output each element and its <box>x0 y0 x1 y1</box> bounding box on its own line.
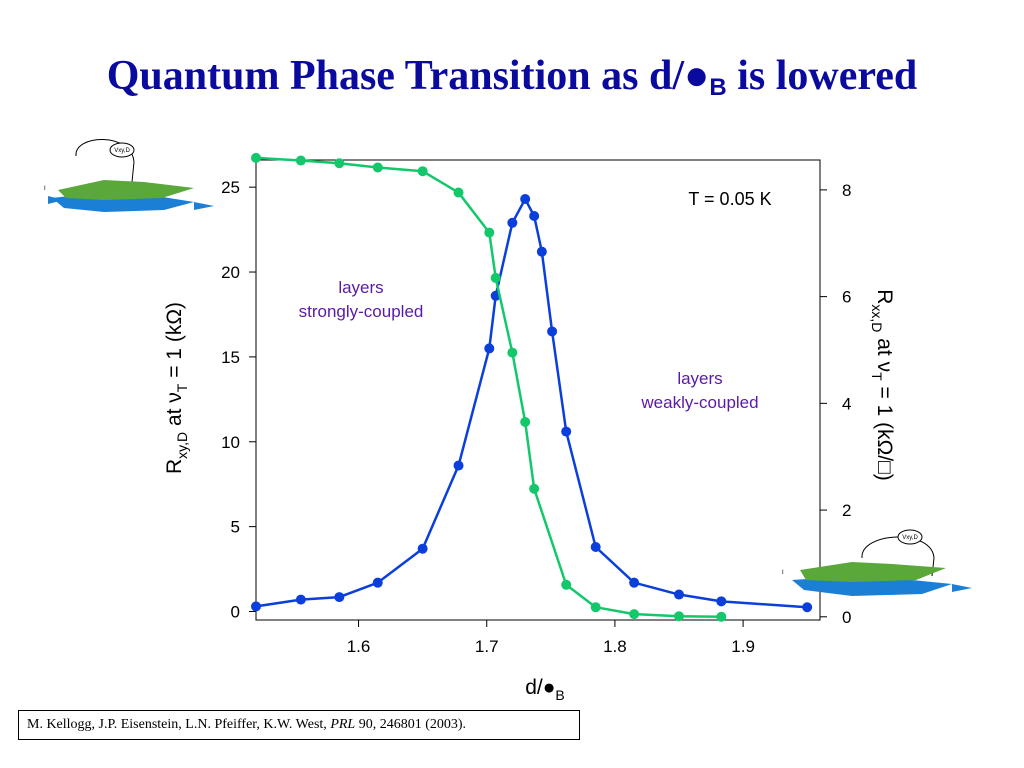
voltmeter-icon <box>109 142 135 158</box>
voltmeter-icon-2 <box>897 529 923 545</box>
y-right-label-r: R <box>873 289 896 304</box>
strong-coupled-line1: layers <box>338 278 383 297</box>
data-point-left <box>547 326 558 337</box>
citation-journal: PRL <box>330 717 356 732</box>
data-point-right <box>629 609 640 620</box>
axis-ticks: 1.6 1.7 1.8 1.9 0 5 10 15 20 25 0 2 4 6 8 <box>221 178 851 656</box>
temperature-label: T = 0.05 K <box>688 189 771 209</box>
plot-frame <box>255 159 821 621</box>
data-point-right <box>674 611 684 622</box>
y-left-label-sub1: xy,D <box>174 432 190 459</box>
y-left-label-r: R <box>163 459 186 474</box>
y-right-tick-label: 6 <box>842 288 851 307</box>
y-left-axis-label: Rxy,D at νT = 1 (kΩ) <box>163 302 190 474</box>
title-prefix: Quantum Phase Transition as d/ <box>106 53 684 99</box>
data-point-left <box>590 542 601 553</box>
data-point-left <box>507 217 518 228</box>
y-right-tick-label: 8 <box>842 181 851 200</box>
y-left-tick-label: 5 <box>231 518 240 537</box>
x-axis-label-main: d/● <box>525 676 555 699</box>
top-layer-icon-2 <box>800 562 946 582</box>
series-line-right <box>255 156 722 619</box>
current-arrow-in-icon <box>48 196 64 204</box>
x-tick-label: 1.6 <box>347 637 371 656</box>
title-symbol: ● <box>684 53 710 99</box>
data-point-left <box>372 577 383 588</box>
y-right-tick-label: 0 <box>842 608 851 627</box>
y-left-tick-label: 25 <box>221 178 240 197</box>
data-point-right <box>251 152 261 163</box>
weak-coupled-line1: layers <box>677 369 722 388</box>
x-tick-label: 1.9 <box>731 637 755 656</box>
voltmeter-label: Vxy,D <box>114 148 130 154</box>
data-point-left <box>484 343 495 354</box>
data-point-right <box>484 227 495 238</box>
y-right-label-rest: = 1 (kΩ/□) <box>873 381 896 481</box>
current-arrow-icon-2 <box>952 584 972 592</box>
data-point-left <box>453 460 464 471</box>
y-left-tick-label: 10 <box>221 433 240 452</box>
weak-coupled-line2: weakly-coupled <box>640 393 758 412</box>
data-point-left <box>529 211 540 222</box>
data-point-left <box>295 594 306 605</box>
x-tick-label: 1.8 <box>603 637 627 656</box>
y-right-label-at: at ν <box>873 332 896 372</box>
current-label: I <box>44 186 46 192</box>
citation: M. Kellogg, J.P. Eisenstein, L.N. Pfeiff… <box>18 710 580 740</box>
x-tick-label: 1.7 <box>475 637 499 656</box>
series-layer <box>251 152 813 622</box>
data-point-right <box>334 158 345 169</box>
y-right-label-sub2: T <box>869 372 885 381</box>
data-point-right <box>529 483 540 494</box>
y-right-label-sub1: xx,D <box>869 304 885 332</box>
data-point-right <box>716 611 727 622</box>
title-subscript: B <box>709 74 727 101</box>
current-label-2: I <box>782 570 784 576</box>
data-point-right <box>372 162 383 173</box>
y-left-label-sub2: T <box>174 383 190 392</box>
top-layer-icon <box>58 180 194 200</box>
data-point-right <box>453 187 464 198</box>
data-point-right <box>520 417 531 428</box>
schematic-wire-icon <box>75 139 135 183</box>
x-axis-label-sub: B <box>555 687 564 703</box>
data-point-right <box>417 166 428 177</box>
strong-coupled-line2: strongly-coupled <box>299 302 424 321</box>
data-point-right <box>590 602 601 613</box>
data-point-left <box>334 592 345 603</box>
y-left-tick-label: 15 <box>221 348 240 367</box>
data-point-right <box>490 272 501 283</box>
y-left-label-rest: = 1 (kΩ) <box>163 302 186 384</box>
bilayer-device-schematic-right: Vxy,D I <box>782 529 972 596</box>
data-point-left <box>417 543 428 554</box>
data-point-left <box>251 601 261 612</box>
data-point-left <box>561 426 572 437</box>
voltmeter-label-2: Vxy,D <box>902 535 918 541</box>
data-point-left <box>536 246 547 257</box>
citation-authors: M. Kellogg, J.P. Eisenstein, L.N. Pfeiff… <box>27 717 331 732</box>
data-point-left <box>629 577 640 588</box>
citation-rest: 90, 246801 (2003). <box>355 717 467 732</box>
data-point-left <box>674 589 684 600</box>
chart: 1.6 1.7 1.8 1.9 0 5 10 15 20 25 0 2 4 6 8 T = 0.05 K l… <box>44 139 972 703</box>
slide-title: Quantum Phase Transition as d/●B is lowe… <box>0 52 1024 102</box>
data-point-left <box>802 602 813 613</box>
y-right-tick-label: 2 <box>842 501 851 520</box>
current-arrow-icon <box>194 202 214 210</box>
data-point-left <box>716 596 727 607</box>
y-left-label-at: at ν <box>163 392 186 432</box>
y-right-axis-label: Rxx,D at νT = 1 (kΩ/□) <box>869 289 896 481</box>
x-axis-label: d/●B <box>525 676 565 703</box>
bilayer-device-schematic-left: Vxy,D I <box>44 139 214 212</box>
data-point-right <box>507 347 518 358</box>
data-point-right <box>295 155 306 166</box>
y-left-tick-label: 0 <box>231 603 240 622</box>
y-left-tick-label: 20 <box>221 263 240 282</box>
title-suffix: is lowered <box>726 53 918 99</box>
y-right-tick-label: 4 <box>842 394 851 413</box>
data-point-left <box>520 194 531 205</box>
data-point-right <box>561 579 572 590</box>
